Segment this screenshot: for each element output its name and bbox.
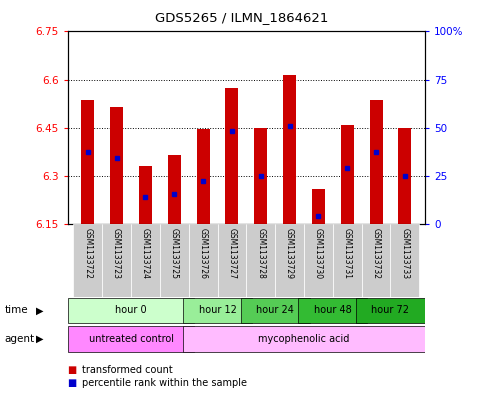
Text: hour 48: hour 48 — [314, 305, 352, 316]
Bar — [217, 224, 246, 297]
Bar — [241, 298, 310, 323]
Bar — [341, 125, 354, 224]
Text: GSM1133728: GSM1133728 — [256, 228, 265, 279]
Text: hour 72: hour 72 — [371, 305, 410, 316]
Bar — [139, 166, 152, 224]
Text: GSM1133730: GSM1133730 — [314, 228, 323, 279]
Bar — [68, 326, 195, 352]
Text: percentile rank within the sample: percentile rank within the sample — [82, 378, 247, 388]
Bar — [197, 129, 210, 224]
Bar — [298, 298, 368, 323]
Bar — [102, 224, 131, 297]
Text: GSM1133722: GSM1133722 — [83, 228, 92, 279]
Text: time: time — [5, 305, 28, 316]
Bar — [110, 107, 123, 224]
Bar — [283, 75, 296, 224]
Text: GDS5265 / ILMN_1864621: GDS5265 / ILMN_1864621 — [155, 11, 328, 24]
Bar — [312, 189, 325, 224]
Text: hour 12: hour 12 — [199, 305, 237, 316]
Text: transformed count: transformed count — [82, 365, 173, 375]
Bar — [275, 224, 304, 297]
Text: GSM1133731: GSM1133731 — [343, 228, 352, 279]
Text: agent: agent — [5, 334, 35, 344]
Text: GSM1133724: GSM1133724 — [141, 228, 150, 279]
Bar — [246, 224, 275, 297]
Text: mycophenolic acid: mycophenolic acid — [258, 334, 350, 344]
Text: GSM1133729: GSM1133729 — [285, 228, 294, 279]
Bar — [131, 224, 160, 297]
Bar — [254, 128, 267, 224]
Bar — [183, 298, 252, 323]
Bar — [81, 101, 94, 224]
Bar — [168, 155, 181, 224]
Bar — [304, 224, 333, 297]
Text: GSM1133723: GSM1133723 — [112, 228, 121, 279]
Bar — [390, 224, 419, 297]
Bar — [189, 224, 217, 297]
Bar — [68, 298, 195, 323]
Bar — [362, 224, 390, 297]
Bar — [160, 224, 189, 297]
Text: GSM1133732: GSM1133732 — [371, 228, 381, 279]
Bar — [183, 326, 425, 352]
Bar — [356, 298, 425, 323]
Text: ■: ■ — [68, 378, 77, 388]
Text: GSM1133726: GSM1133726 — [199, 228, 208, 279]
Bar — [398, 128, 412, 224]
Text: hour 24: hour 24 — [256, 305, 294, 316]
Text: hour 0: hour 0 — [115, 305, 147, 316]
Bar — [226, 88, 239, 224]
Text: GSM1133727: GSM1133727 — [227, 228, 236, 279]
Text: ■: ■ — [68, 365, 77, 375]
Text: GSM1133733: GSM1133733 — [400, 228, 410, 279]
Bar — [369, 101, 383, 224]
Bar — [73, 224, 102, 297]
Text: untreated control: untreated control — [88, 334, 173, 344]
Text: GSM1133725: GSM1133725 — [170, 228, 179, 279]
Bar — [333, 224, 362, 297]
Text: ▶: ▶ — [36, 334, 44, 344]
Text: ▶: ▶ — [36, 305, 44, 316]
